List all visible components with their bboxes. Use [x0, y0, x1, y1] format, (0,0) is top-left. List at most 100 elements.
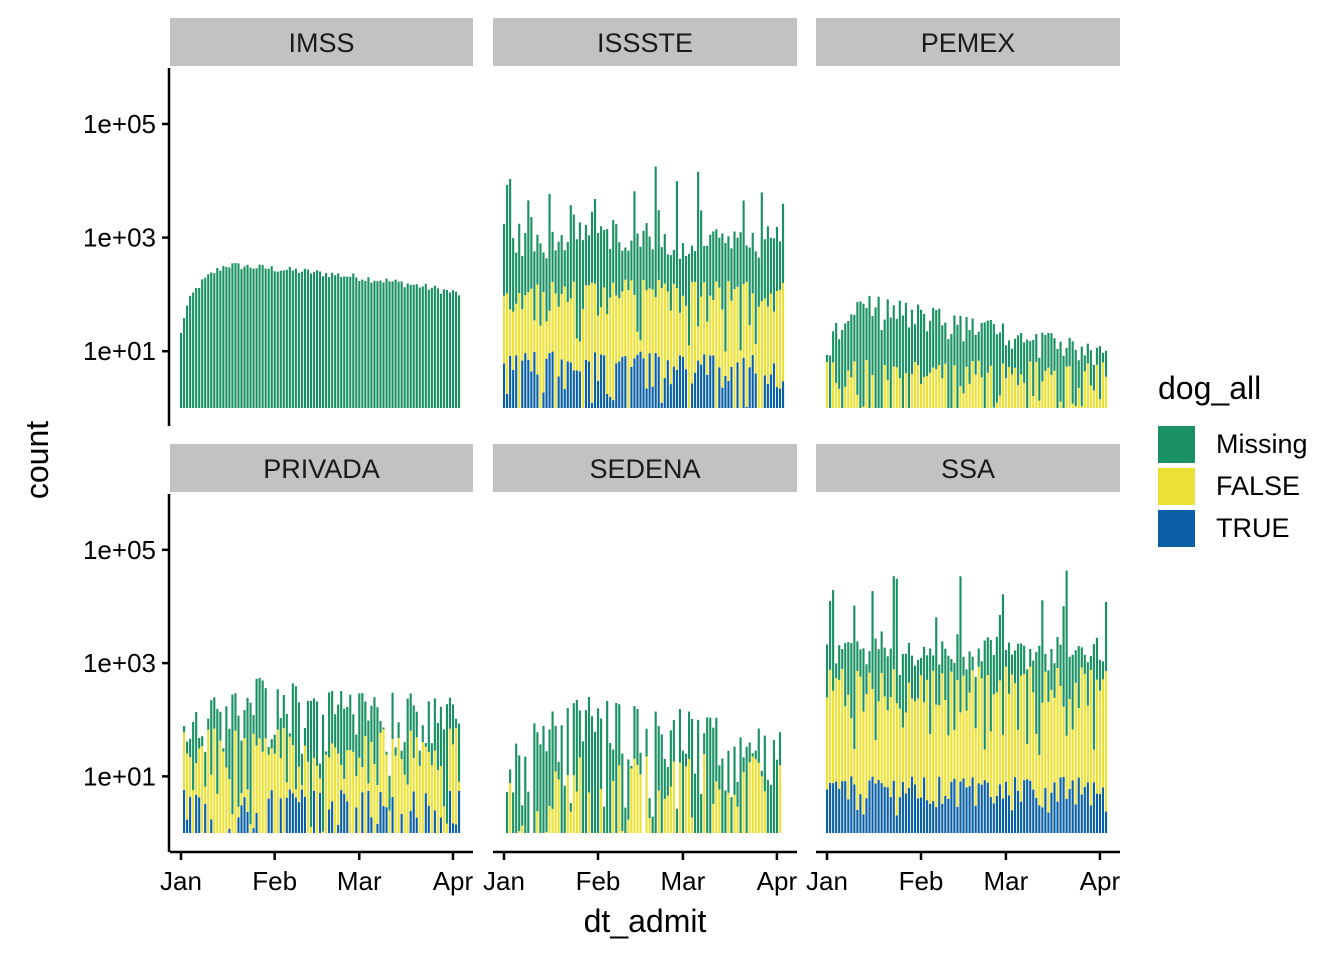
bar-segment-false [898, 378, 901, 408]
bar-segment-missing [920, 309, 923, 385]
bar-segment-true [370, 817, 373, 833]
bar-segment-missing [451, 704, 455, 745]
bar-segment-false [645, 290, 648, 389]
bar-segment-false [343, 778, 346, 794]
bar-segment-missing [560, 725, 563, 833]
bar-segment-missing [1014, 338, 1017, 368]
bar-segment-missing [370, 282, 373, 408]
bar-segment-missing [306, 700, 310, 762]
bar-segment-missing [186, 741, 189, 754]
bar-segment-false [1020, 675, 1023, 802]
bar-segment-missing [270, 739, 273, 749]
bar-segment-missing [270, 266, 273, 408]
bar-segment-false [1071, 729, 1074, 781]
facet-panel-privada: PRIVADA 1e+01 1e+03 1e+05 Jan Feb Mar Apr [83, 444, 474, 896]
bar-segment-missing [297, 702, 300, 767]
bar-segment-missing [240, 740, 243, 794]
bar-segment-missing [889, 648, 892, 698]
bar-segment-missing [542, 725, 545, 833]
bar-segment-missing [736, 781, 739, 807]
bar-segment-missing [763, 239, 766, 299]
bar-segment-true [654, 352, 657, 408]
bar-segment-true [267, 798, 270, 833]
bar-segment-false [597, 315, 600, 381]
bar-segment-missing [315, 701, 319, 766]
bar-segment-missing [983, 322, 986, 408]
bar-segment-missing [542, 252, 545, 292]
bar-segment-true [1074, 804, 1077, 833]
bar-segment-missing [718, 765, 721, 790]
bar-segment-false [557, 779, 560, 833]
bar-segment-false [627, 290, 630, 408]
bar-segment-missing [261, 265, 264, 408]
bar-segment-missing [1023, 645, 1026, 674]
bar-segment-true [660, 402, 663, 408]
bar-segment-missing [1095, 637, 1098, 680]
bar-segment-missing [757, 728, 760, 763]
bar-segment-false [1023, 382, 1026, 408]
bar-segment-true [706, 374, 709, 408]
bar-segment-false [451, 744, 455, 824]
bar-segment-false [373, 764, 376, 833]
bar-segment-false [1077, 708, 1080, 778]
bar-segment-true [1004, 782, 1008, 833]
bar-segment-false [633, 758, 636, 833]
bar-segment-missing [418, 287, 421, 408]
bar-segment-missing [678, 709, 681, 763]
bar-segment-true [515, 355, 518, 408]
bar-segment-true [587, 361, 591, 408]
bar-segment-missing [709, 234, 712, 296]
bar-segment-false [724, 351, 727, 376]
bar-segment-false [965, 710, 968, 788]
bar-segment-missing [706, 245, 709, 322]
bar-segment-false [763, 791, 766, 833]
bar-segment-missing [724, 790, 727, 833]
bar-segment-missing [243, 710, 246, 739]
bar-segment-missing [569, 803, 572, 812]
bar-segment-missing [684, 255, 688, 306]
bar-segment-missing [442, 729, 445, 807]
bar-segment-false [856, 670, 859, 810]
bar-segment-false [669, 310, 672, 385]
bar-segment-false [754, 343, 757, 374]
bar-segment-true [1035, 797, 1038, 833]
bar-segment-missing [636, 708, 639, 765]
bar-segment-false [883, 365, 886, 408]
bar-segment-missing [536, 732, 539, 812]
bar-segment-missing [192, 721, 195, 791]
bar-segment-true [1023, 780, 1026, 833]
bar-segment-missing [989, 640, 992, 732]
bar-segment-false [612, 282, 615, 401]
bar-segment-false [998, 395, 1001, 408]
bar-segment-missing [340, 277, 343, 408]
bar-segment-true [829, 782, 832, 833]
facet-strip-label: SEDENA [589, 454, 700, 484]
bar-segment-true [889, 797, 892, 833]
bar-segment-missing [521, 255, 524, 310]
bar-segment-true [868, 780, 871, 833]
bar-segment-true [1077, 777, 1080, 833]
bar-segment-true [400, 813, 403, 833]
facet-panel-ssa: SSA Jan Feb Mar Apr [806, 444, 1120, 896]
bar-segment-missing [1089, 350, 1092, 386]
bar-segment-missing [718, 237, 721, 288]
bar-segment-missing [512, 792, 515, 833]
bar-segment-missing [415, 711, 418, 738]
bar-segment-missing [992, 324, 995, 408]
bar-segment-missing [639, 752, 642, 775]
bar-segment-false [1059, 685, 1062, 778]
bar-segment-true [681, 356, 685, 408]
bar-segment-false [536, 811, 539, 833]
bar-segment-missing [630, 240, 633, 281]
bar-segment-false [412, 757, 415, 792]
bar-segment-false [700, 296, 703, 365]
bar-segment-missing [901, 654, 904, 728]
bar-segment-missing [451, 290, 455, 408]
bar-segment-missing [1038, 645, 1041, 756]
bar-segment-false [687, 345, 691, 408]
bar-segment-missing [1007, 642, 1011, 694]
bar-segment-false [748, 325, 751, 368]
bar-segment-false [536, 284, 539, 375]
bar-segment-missing [515, 252, 518, 304]
bar-segment-missing [370, 705, 373, 743]
